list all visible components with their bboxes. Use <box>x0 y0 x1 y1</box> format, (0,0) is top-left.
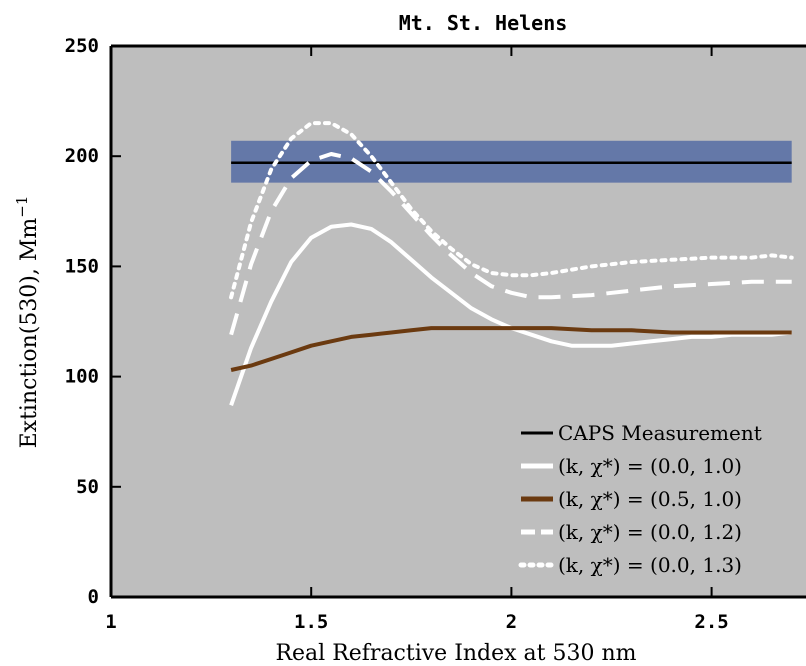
legend-label-1: CAPS Measurement <box>558 421 762 445</box>
y-tick-label: 200 <box>65 145 99 167</box>
y-tick-label: 100 <box>65 366 99 388</box>
plot-background <box>111 46 806 597</box>
y-axis-label-text: Extinction(530), Mm <box>17 218 42 449</box>
y-tick-label: 250 <box>65 35 99 57</box>
legend-label-5: (k, χ*) = (0.0, 1.3) <box>558 553 742 577</box>
x-tick-label: 1 <box>105 611 116 633</box>
series-line-3 <box>229 152 792 336</box>
series-line-4 <box>229 121 794 300</box>
y-axis-label: Extinction(530), Mm−1 <box>13 196 42 449</box>
series-line-2 <box>230 326 792 372</box>
x-tick-label: 2.5 <box>694 611 728 633</box>
chart-title: Mt. St. Helens <box>399 11 568 35</box>
legend-label-3: (k, χ*) = (0.5, 1.0) <box>558 487 742 511</box>
y-tick-label: 150 <box>65 255 99 277</box>
x-tick-label: 2 <box>506 611 517 633</box>
legend-label-4: (k, χ*) = (0.0, 1.2) <box>558 520 742 544</box>
y-tick-label: 50 <box>76 476 99 498</box>
x-tick-label: 1.5 <box>294 611 328 633</box>
y-tick-label: 0 <box>88 586 99 608</box>
y-axis-label-superscript: −1 <box>13 196 31 218</box>
legend: CAPS Measurement (k, χ*) = (0.0, 1.0) (k, … <box>518 421 762 577</box>
x-axis-label: Real Refractive Index at 530 nm <box>275 641 636 666</box>
legend-label-2: (k, χ*) = (0.0, 1.0) <box>558 454 742 478</box>
